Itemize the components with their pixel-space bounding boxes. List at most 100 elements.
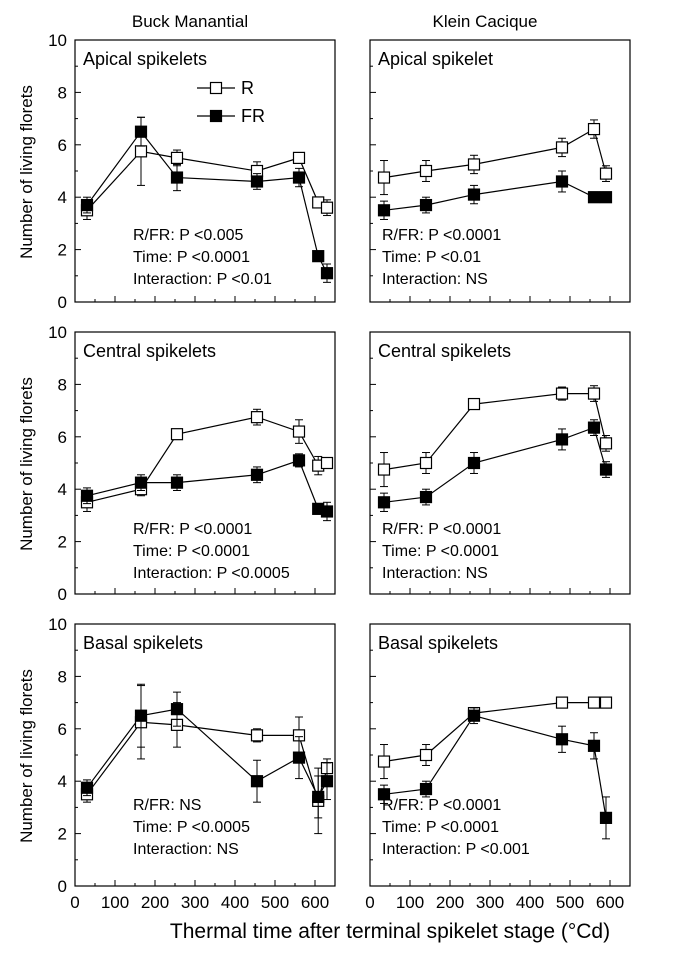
data-point-fr — [467, 709, 481, 722]
data-point-r — [377, 755, 391, 768]
stats-line: R/FR: P <0.0001 — [382, 797, 501, 814]
panels: 0 2 4 6 8 10 Apical spikelets R/FR: P <0.005 Tim… — [48, 31, 631, 912]
panel-title: Central spikelets — [83, 341, 216, 361]
data-point-r — [587, 122, 601, 136]
panel-title: Apical spikelet — [378, 49, 493, 69]
x-tick-label: 400 — [221, 893, 249, 912]
panel-6: 0 100 200 300 400 500 600 Basal spikelets R/FR: … — [365, 623, 631, 912]
y-tick-label: 8 — [58, 667, 67, 686]
y-tick-label: 4 — [58, 772, 67, 791]
data-point-r — [377, 463, 391, 476]
series-line-r — [383, 128, 607, 179]
data-point-fr — [419, 490, 433, 504]
stats-line: Interaction: NS — [382, 565, 488, 582]
y-axis-title-top: Number of living florets — [17, 85, 36, 259]
data-point-fr — [599, 811, 613, 824]
stats-line: Interaction: P <0.0005 — [133, 565, 290, 582]
data-point-r — [170, 428, 184, 441]
data-point-r — [419, 748, 433, 762]
data-point-r — [555, 696, 569, 709]
y-tick-label: 2 — [58, 825, 67, 844]
stats-line: Interaction: NS — [382, 271, 488, 288]
data-point-fr — [80, 489, 94, 502]
legend-label: R — [241, 78, 254, 98]
data-point-r — [419, 456, 433, 470]
data-point-r — [467, 158, 481, 171]
data-point-fr — [80, 781, 94, 794]
x-tick-label: 0 — [70, 893, 79, 912]
stats-line: Time: P <0.0001 — [382, 543, 499, 560]
data-point-fr — [170, 703, 184, 716]
data-point-fr — [467, 456, 481, 470]
y-tick-label: 6 — [58, 720, 67, 739]
data-point-fr — [377, 788, 391, 801]
panel-title: Central spikelets — [378, 341, 511, 361]
stats-line: R/FR: NS — [133, 797, 201, 814]
y-tick-label: 0 — [58, 877, 67, 896]
series-line-fr — [86, 459, 328, 513]
data-point-fr — [320, 267, 334, 280]
y-tick-label: 4 — [58, 480, 67, 499]
data-point-fr — [587, 191, 601, 204]
data-point-r — [599, 167, 613, 180]
x-tick-label: 400 — [516, 893, 544, 912]
data-point-fr — [555, 433, 569, 446]
y-tick-label: 6 — [58, 428, 67, 447]
data-point-fr — [312, 250, 325, 263]
data-point-fr — [134, 125, 148, 138]
data-point-r — [292, 151, 306, 164]
data-point-fr — [587, 421, 601, 434]
series-line-fr — [86, 708, 328, 799]
data-point-fr — [292, 454, 306, 467]
x-tick-label: 300 — [476, 893, 504, 912]
data-point-fr — [320, 775, 334, 788]
panel-title: Basal spikelets — [378, 633, 498, 653]
series-line-fr — [383, 715, 607, 818]
data-point-r — [587, 387, 601, 400]
stats-line: R/FR: P <0.005 — [133, 227, 244, 244]
data-point-fr — [599, 191, 613, 204]
panel-2: Apical spikelet R/FR: P <0.0001 Time: P <0… — [369, 39, 631, 303]
stats-line: R/FR: P <0.0001 — [382, 227, 501, 244]
data-point-fr — [134, 476, 148, 489]
data-point-fr — [599, 463, 613, 476]
data-point-fr — [134, 709, 148, 722]
data-point-r — [320, 201, 334, 214]
data-point-r — [467, 397, 481, 411]
panel-title: Basal spikelets — [83, 633, 203, 653]
y-tick-label: 10 — [48, 615, 67, 634]
series-line-r — [86, 150, 328, 211]
data-point-fr — [555, 175, 569, 188]
stats-line: Interaction: NS — [133, 841, 239, 858]
x-tick-label: 100 — [396, 893, 424, 912]
y-tick-label: 8 — [58, 375, 67, 394]
data-point-fr — [250, 775, 264, 788]
stats-line: R/FR: P <0.0001 — [382, 521, 501, 538]
y-tick-label: 4 — [58, 188, 67, 207]
data-point-r — [419, 164, 433, 178]
series-line-fr — [383, 180, 606, 211]
data-point-fr — [292, 171, 306, 184]
stats-line: Time: P <0.0001 — [133, 543, 250, 560]
data-point-fr — [312, 790, 325, 804]
panel-3: 0 2 4 6 8 10 Central spikelets R/FR: P <0.0001 T… — [48, 323, 336, 604]
data-point-r — [555, 387, 569, 400]
series-line-fr — [383, 426, 607, 503]
series-line-r — [86, 416, 328, 503]
data-point-fr — [250, 468, 264, 481]
y-tick-label: 10 — [48, 323, 67, 342]
y-tick-label: 0 — [58, 585, 67, 604]
data-point-r — [134, 145, 148, 158]
data-point-r — [250, 729, 264, 742]
y-tick-label: 10 — [48, 31, 67, 50]
data-point-r — [170, 151, 184, 164]
x-tick-label: 600 — [596, 893, 624, 912]
y-tick-label: 2 — [58, 533, 67, 552]
y-tick-label: 2 — [58, 241, 67, 260]
stats-line: Interaction: P <0.001 — [382, 841, 530, 858]
stats-line: Time: P <0.0001 — [133, 249, 250, 266]
x-axis-title: Thermal time after terminal spikelet sta… — [170, 920, 610, 943]
data-point-r — [377, 171, 391, 184]
